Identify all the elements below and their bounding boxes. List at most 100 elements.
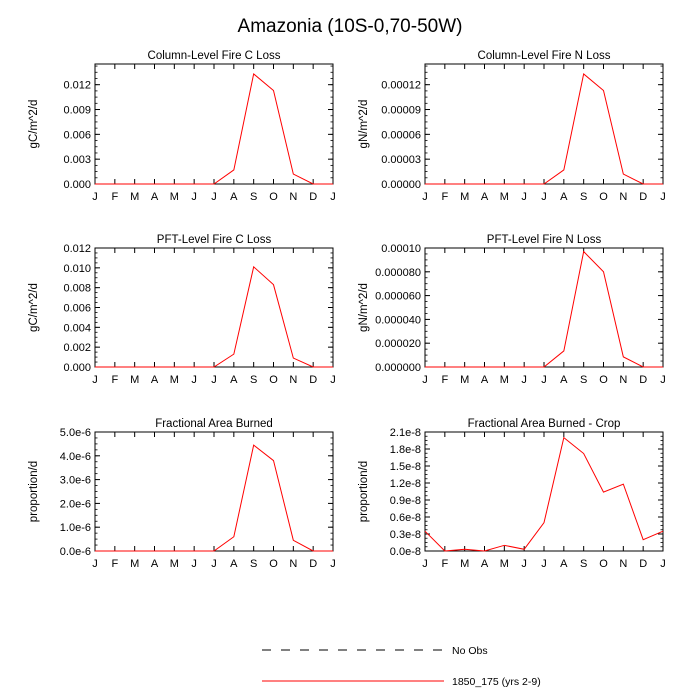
chart-panel-3: PFT-Level Fire C Loss gC/m^2/d 0.000 0.002 0…: [28, 234, 336, 386]
x-tick-label: M: [130, 558, 139, 570]
y-tick-label: 0.008: [63, 283, 91, 295]
x-tick-label: M: [170, 558, 179, 570]
x-tick-label: J: [660, 374, 666, 386]
x-tick-label: S: [580, 558, 587, 570]
x-tick-label: N: [289, 374, 297, 386]
x-tick-label: S: [250, 558, 257, 570]
y-tick-label: 0.9e-8: [390, 495, 421, 507]
y-tick-label: 0.002: [63, 342, 91, 354]
plot-frame: [94, 63, 334, 185]
x-tick-label: A: [560, 374, 568, 386]
y-axis-label: gC/m^2/d: [28, 283, 40, 332]
x-tick-label: M: [460, 374, 469, 386]
y-tick-label: 0.00010: [381, 243, 421, 255]
y-tick-label: 5.0e-6: [60, 427, 91, 439]
x-tick-label: A: [560, 191, 568, 203]
y-tick-label: 3.0e-6: [60, 475, 91, 487]
x-tick-label: J: [422, 374, 428, 386]
y-tick-label: 0.3e-8: [390, 529, 421, 541]
series-line: [95, 73, 333, 185]
x-tick-label: A: [560, 558, 568, 570]
y-tick-label: 0.000: [63, 362, 91, 374]
panel-title: Fractional Area Burned: [155, 418, 273, 430]
y-tick-label: 0.00006: [381, 129, 421, 141]
x-tick-label: F: [111, 191, 118, 203]
x-tick-label: J: [191, 558, 197, 570]
plot-frame: [94, 431, 334, 552]
plot-frame: [424, 63, 664, 185]
x-tick-label: D: [309, 374, 317, 386]
x-tick-label: D: [639, 191, 647, 203]
y-tick-label: 1.0e-6: [60, 522, 91, 534]
x-tick-label: J: [92, 558, 98, 570]
x-tick-label: J: [541, 558, 547, 570]
x-tick-label: J: [422, 558, 428, 570]
x-tick-label: M: [170, 191, 179, 203]
x-tick-label: S: [580, 191, 587, 203]
chart-panel-1: Column-Level Fire C Loss gC/m^2/d 0.000 0.0…: [28, 50, 336, 203]
x-tick-label: A: [151, 374, 159, 386]
panels-group: Column-Level Fire C Loss gC/m^2/d 0.000 0.0…: [28, 50, 666, 570]
series-line: [95, 444, 333, 552]
y-tick-label: 0.000: [63, 179, 91, 191]
x-tick-label: N: [619, 191, 627, 203]
x-tick-label: J: [521, 558, 527, 570]
y-tick-label: 1.8e-8: [390, 444, 421, 456]
y-tick-label: 0.00009: [381, 105, 421, 117]
x-tick-label: A: [151, 558, 159, 570]
y-tick-label: 0.009: [63, 105, 91, 117]
plot-frame: [424, 431, 664, 552]
y-tick-label: 0.003: [63, 154, 91, 166]
x-tick-label: J: [660, 191, 666, 203]
x-tick-label: J: [541, 374, 547, 386]
y-axis-label: proportion/d: [358, 461, 370, 522]
x-tick-label: F: [441, 558, 448, 570]
panel-title: Column-Level Fire C Loss: [148, 50, 281, 62]
x-tick-label: F: [111, 558, 118, 570]
x-tick-label: S: [250, 374, 257, 386]
series-line: [425, 73, 663, 185]
plot-frame: [424, 247, 664, 368]
x-tick-label: A: [151, 191, 159, 203]
x-tick-label: A: [481, 558, 489, 570]
x-tick-label: J: [330, 374, 336, 386]
x-tick-label: F: [441, 374, 448, 386]
y-tick-label: 0.012: [63, 80, 91, 92]
x-tick-label: J: [330, 558, 336, 570]
x-tick-label: N: [619, 374, 627, 386]
series-line: [95, 265, 333, 368]
y-tick-label: 0.0e-6: [60, 546, 91, 558]
x-tick-label: F: [441, 191, 448, 203]
y-tick-label: 0.006: [63, 129, 91, 141]
x-tick-label: J: [191, 191, 197, 203]
x-tick-label: O: [599, 558, 608, 570]
y-tick-label: 2.1e-8: [390, 427, 421, 439]
y-tick-label: 1.5e-8: [390, 461, 421, 473]
x-tick-label: J: [211, 191, 217, 203]
x-tick-label: A: [481, 191, 489, 203]
x-tick-label: M: [500, 374, 509, 386]
y-tick-label: 0.000080: [375, 267, 421, 279]
x-tick-label: M: [460, 191, 469, 203]
legend-label-2: 1850_175 (yrs 2-9): [452, 676, 541, 688]
panel-title: Column-Level Fire N Loss: [478, 50, 611, 62]
x-tick-label: A: [481, 374, 489, 386]
x-tick-label: D: [309, 191, 317, 203]
y-tick-label: 0.000020: [375, 338, 421, 350]
panel-title: PFT-Level Fire N Loss: [487, 234, 602, 246]
x-tick-label: O: [599, 374, 608, 386]
chart-panel-4: PFT-Level Fire N Loss gN/m^2/d 0.000000 0.0…: [358, 234, 666, 386]
y-tick-label: 0.000060: [375, 291, 421, 303]
y-tick-label: 0.00003: [381, 154, 421, 166]
x-tick-label: M: [500, 558, 509, 570]
legend-label-1: No Obs: [452, 645, 488, 657]
x-tick-label: J: [422, 191, 428, 203]
y-tick-label: 0.000040: [375, 314, 421, 326]
x-tick-label: N: [289, 558, 297, 570]
x-tick-label: J: [92, 374, 98, 386]
x-tick-label: D: [639, 374, 647, 386]
y-tick-label: 4.0e-6: [60, 451, 91, 463]
y-tick-label: 0.00000: [381, 179, 421, 191]
figure-title: Amazonia (10S-0,70-50W): [238, 16, 463, 37]
